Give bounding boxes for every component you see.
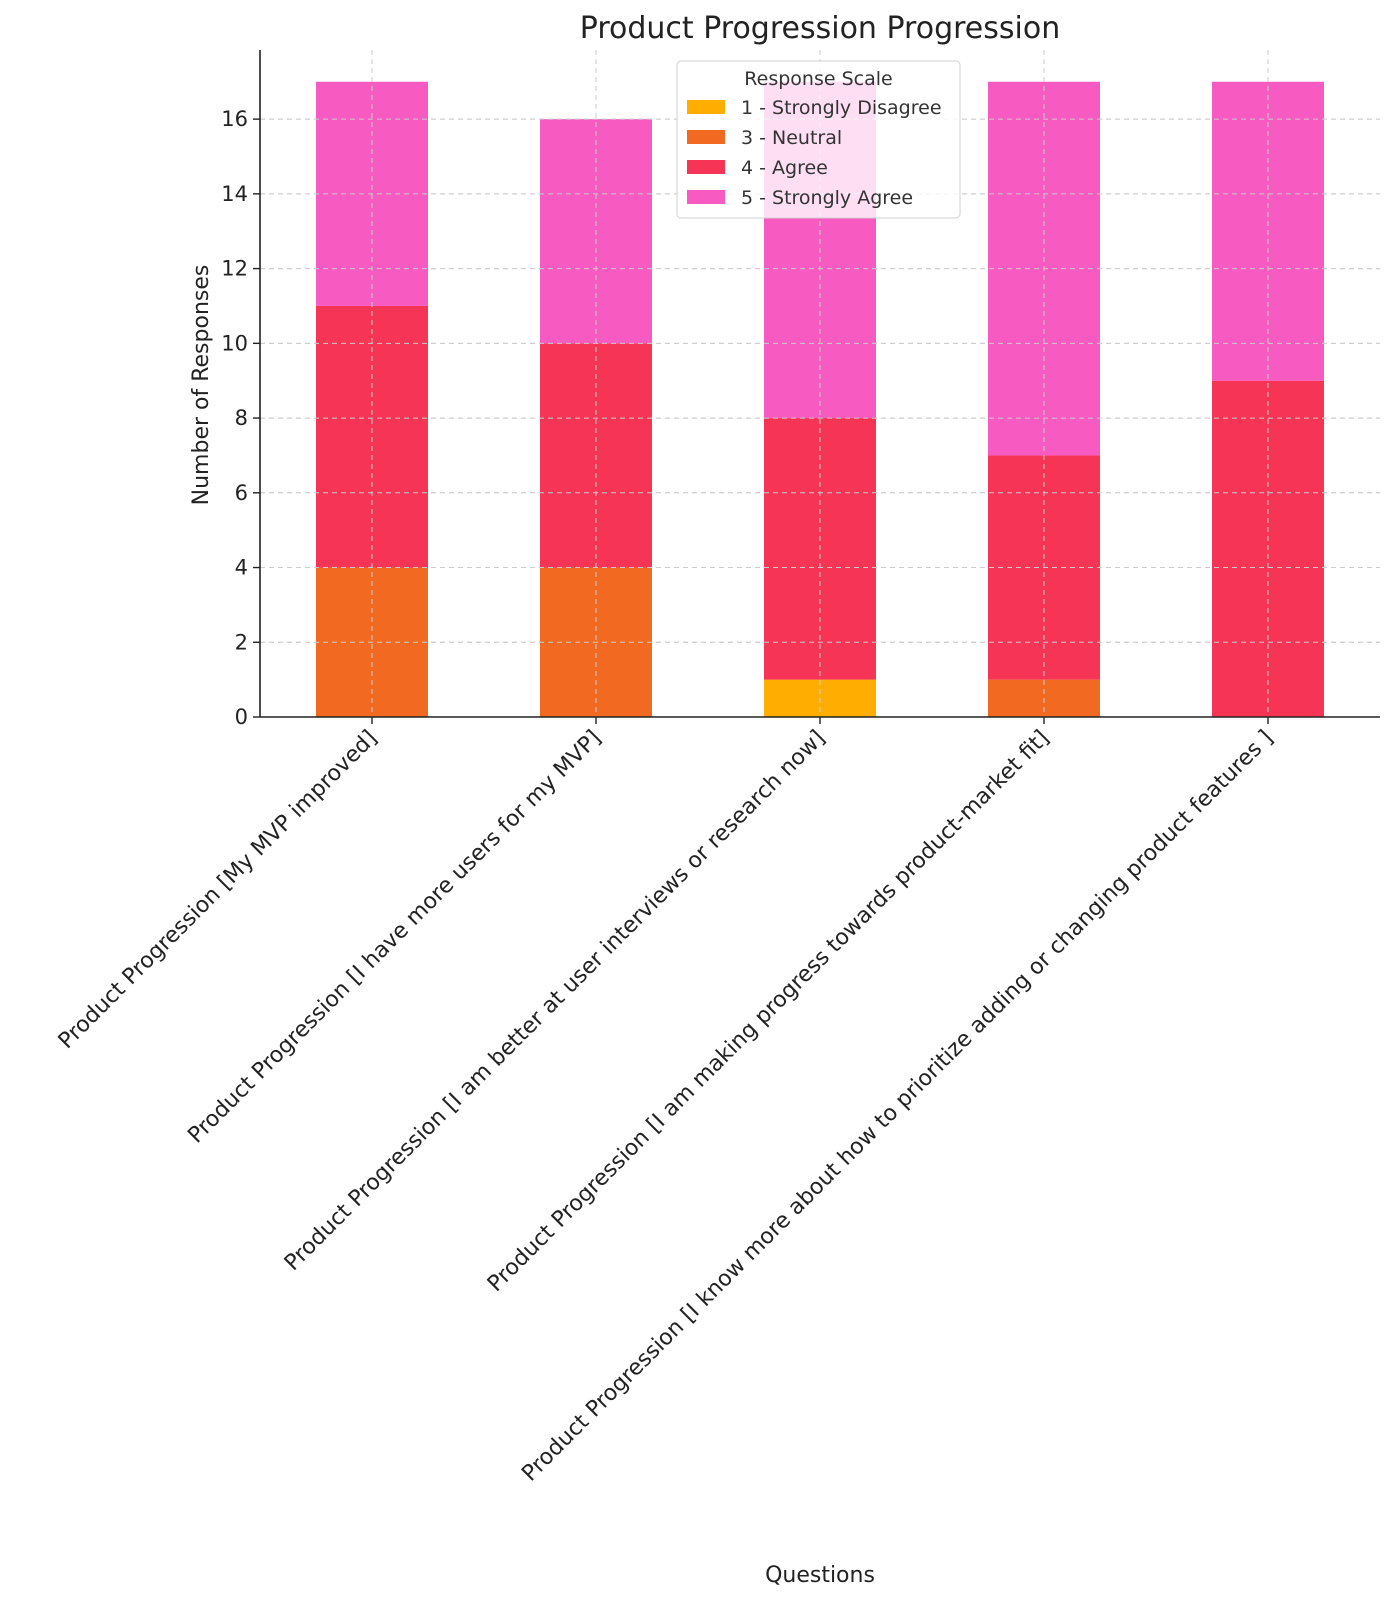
y-tick-label: 10 — [221, 331, 248, 355]
legend-swatch — [687, 130, 725, 144]
y-tick-label: 12 — [221, 257, 248, 281]
legend-frame — [676, 60, 961, 219]
x-axis-label: Questions — [765, 1563, 875, 1588]
legend-title: Response Scale — [744, 68, 892, 90]
y-tick-label: 16 — [221, 107, 248, 131]
legend-swatch — [687, 190, 725, 204]
chart-title: Product Progression Progression — [580, 11, 1060, 46]
legend-entry-label: 1 - Strongly Disagree — [741, 97, 942, 119]
y-tick-label: 14 — [221, 182, 248, 206]
y-tick-label: 2 — [235, 630, 248, 654]
y-tick-label: 8 — [235, 406, 248, 430]
legend-entry-label: 3 - Neutral — [741, 127, 842, 149]
y-tick-label: 4 — [235, 556, 248, 580]
bars-layer — [260, 50, 1380, 718]
legend-entry-label: 5 - Strongly Agree — [741, 187, 913, 209]
legend: Response Scale 1 - Strongly Disagree 3 - N… — [676, 60, 961, 219]
legend-entry-label: 4 - Agree — [741, 157, 828, 179]
y-tick-label: 0 — [235, 705, 248, 729]
y-axis-label: Number of Responses — [189, 265, 214, 506]
x-tick-label: Product Progression [I am making progres… — [483, 726, 1054, 1297]
legend-swatch — [687, 100, 725, 114]
x-tick-label: Product Progression [I know more about h… — [517, 726, 1278, 1487]
x-tick-label: Product Progression [I am better at user… — [280, 726, 830, 1276]
legend-swatch — [687, 160, 725, 174]
y-tick-label: 6 — [235, 481, 248, 505]
x-tick-label: Product Progression [I have more users f… — [183, 726, 606, 1149]
